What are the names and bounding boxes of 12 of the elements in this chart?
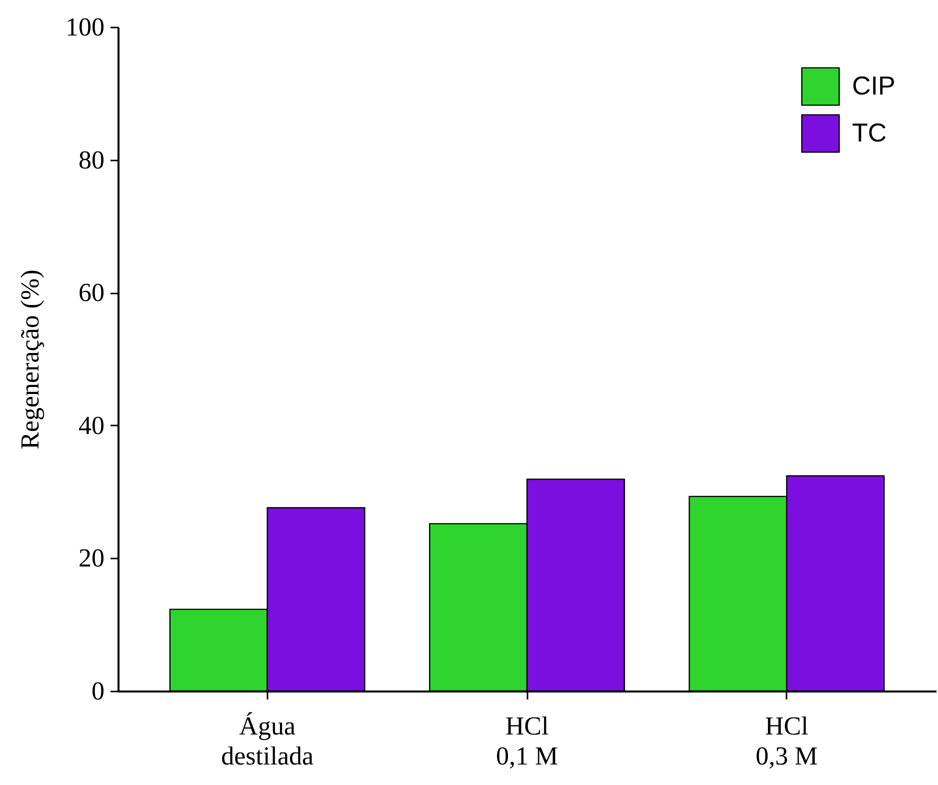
y-tick-label: 60 [78,278,104,308]
y-tick-label: 40 [78,410,104,440]
x-tick-label: HCl 0,3 M [756,712,818,770]
y-tick-label: 0 [92,676,104,706]
x-tick-label: HCl 0,1 M [496,712,558,770]
y-axis-title: Regeneração (%) [16,270,44,450]
y-tick-label: 80 [78,145,104,174]
legend-label: CIP [852,70,896,100]
legend-label: TC [852,118,887,148]
y-tick-label: 20 [78,544,104,573]
x-tick-label: Água destilada [221,712,314,770]
y-tick-label: 100 [66,12,104,42]
